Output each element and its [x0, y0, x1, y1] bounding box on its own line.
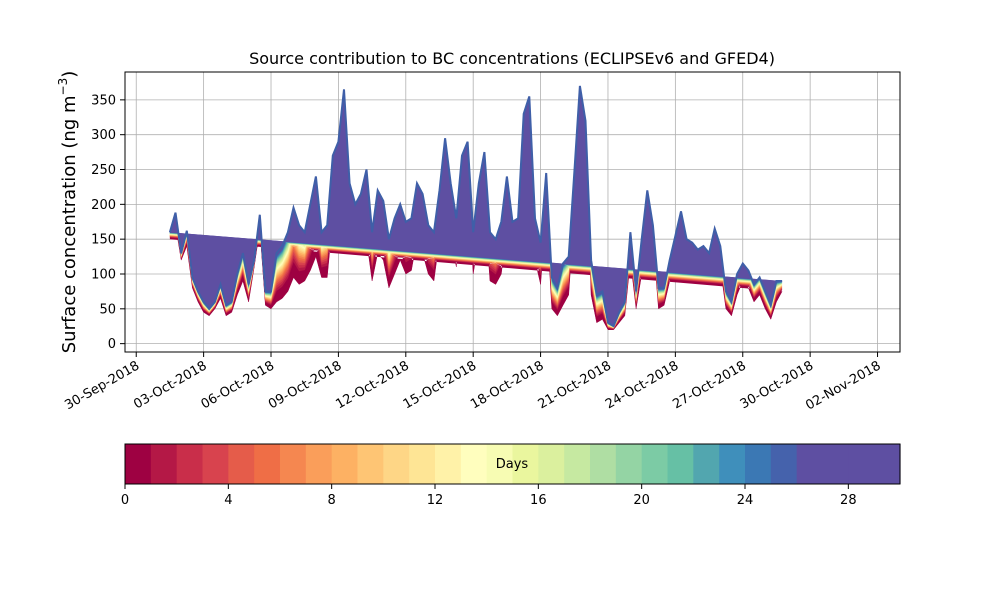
- x-tick-label: 12-Oct-2018: [333, 358, 411, 412]
- colorbar-segment: [615, 444, 643, 484]
- y-axis-label-exponent: −3: [56, 78, 70, 96]
- x-tick-label: 09-Oct-2018: [266, 358, 344, 412]
- y-axis-label-main: Surface concentration (ng m: [59, 95, 80, 353]
- colorbar-segment: [848, 444, 875, 484]
- colorbar-segment: [770, 444, 798, 484]
- y-tick-label: 250: [91, 163, 116, 178]
- colorbar-segment: [667, 444, 694, 484]
- colorbar-segment: [590, 444, 617, 484]
- y-tick-label: 300: [91, 128, 116, 143]
- colorbar-tick-label: 4: [224, 493, 232, 508]
- x-tick-label: 15-Oct-2018: [401, 358, 479, 412]
- colorbar-tick-label: 28: [840, 493, 857, 508]
- x-tick-label: 24-Oct-2018: [603, 358, 681, 412]
- colorbar-segment: [693, 444, 720, 484]
- x-tick-label: 03-Oct-2018: [131, 358, 209, 412]
- colorbar-segment: [254, 444, 281, 484]
- colorbar-segment: [460, 444, 488, 484]
- colorbar-segment: [486, 444, 514, 484]
- colorbar-segment: [331, 444, 359, 484]
- x-tick-label: 02-Nov-2018: [803, 358, 883, 413]
- colorbar-segment: [745, 444, 772, 484]
- colorbar-segment: [305, 444, 333, 484]
- colorbar-segment: [202, 444, 229, 484]
- colorbar-segment: [822, 444, 849, 484]
- y-axis-label-close: ): [59, 71, 80, 78]
- colorbar-segment: [228, 444, 255, 484]
- colorbar-segment: [357, 444, 384, 484]
- y-tick-label: 200: [91, 198, 116, 213]
- chart-title: Source contribution to BC concentrations…: [249, 49, 775, 68]
- colorbar-segment: [874, 444, 901, 484]
- colorbar-frame: [124, 443, 901, 485]
- plot-frame: [124, 71, 901, 353]
- x-tick-label: 27-Oct-2018: [670, 358, 748, 412]
- colorbar-segment: [538, 444, 565, 484]
- x-tick-label: 21-Oct-2018: [536, 358, 614, 412]
- colorbar-tick-label: 12: [427, 493, 444, 508]
- colorbar-tick-label: 16: [530, 493, 547, 508]
- colorbar-tick-label: 0: [121, 493, 129, 508]
- y-tick-label: 150: [91, 233, 116, 248]
- colorbar-segment: [280, 444, 307, 484]
- grid: [125, 72, 900, 352]
- colorbar-segment: [512, 444, 539, 484]
- colorbar-segment: [796, 444, 824, 484]
- colorbar-segment: [719, 444, 746, 484]
- concentration-area: [168, 85, 783, 330]
- colorbar: 0 4 8 12 16 20 24 28: [121, 443, 901, 508]
- colorbar-segment: [641, 444, 669, 484]
- colorbar-segment: [150, 444, 178, 484]
- colorbar-segment: [176, 444, 204, 484]
- colorbar-label: Days: [496, 457, 529, 472]
- colorbar-tick-label: 8: [328, 493, 336, 508]
- colorbar-tick-label: 20: [633, 493, 650, 508]
- colorbar-segment: [383, 444, 410, 484]
- x-tick-label: 30-Sep-2018: [62, 358, 142, 413]
- y-tick-label: 0: [108, 337, 116, 352]
- y-axis-label: Surface concentration (ng m−3): [56, 71, 80, 354]
- y-tick-label: 50: [99, 302, 116, 317]
- colorbar-segment: [409, 444, 436, 484]
- x-tick-label: 06-Oct-2018: [199, 358, 277, 412]
- colorbar-segment: [435, 444, 462, 484]
- y-tick-label: 350: [91, 93, 116, 108]
- x-tick-label: 18-Oct-2018: [468, 358, 546, 412]
- y-tick-label: 100: [91, 267, 116, 282]
- total-concentration-line: [168, 85, 783, 328]
- colorbar-tick-label: 24: [737, 493, 754, 508]
- colorbar-segment: [564, 444, 591, 484]
- colorbar-segment: [125, 444, 152, 484]
